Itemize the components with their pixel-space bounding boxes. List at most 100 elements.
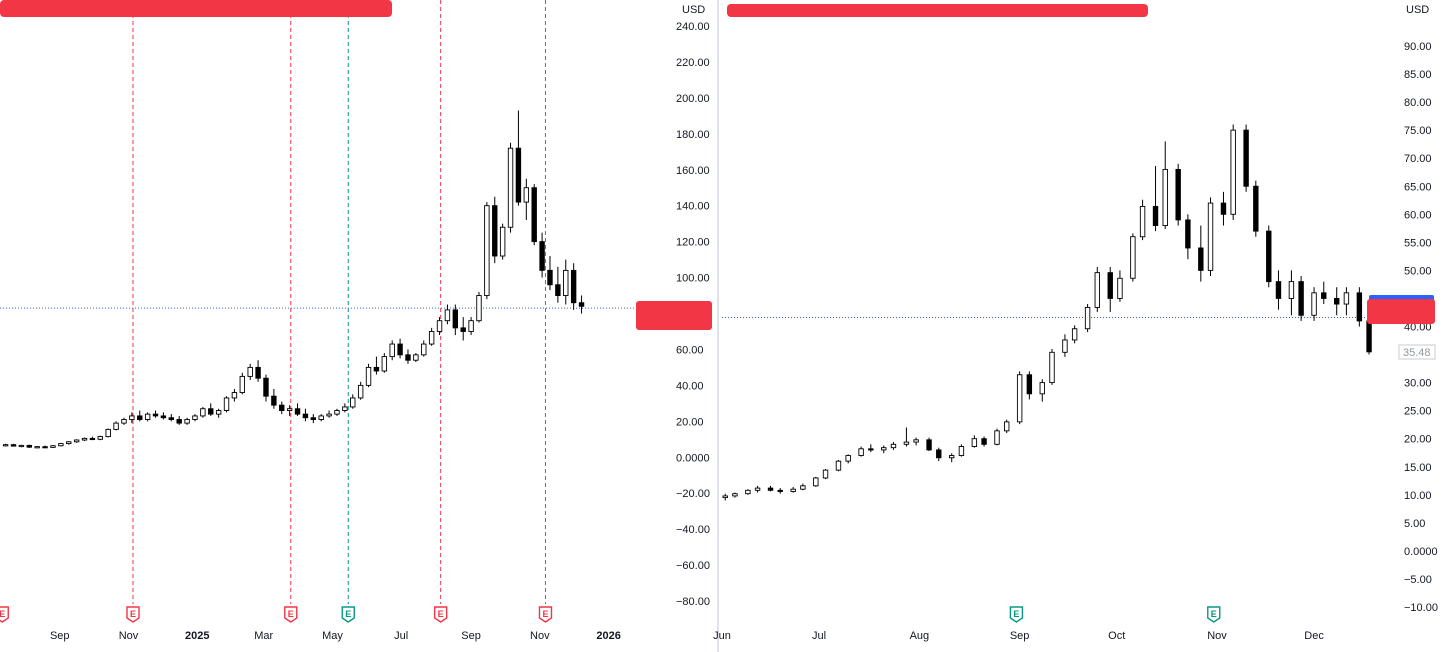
candle: [813, 476, 819, 487]
candle-body-up: [81, 437, 88, 441]
earnings-badge-shape: [433, 606, 448, 623]
candle-body-up: [971, 438, 978, 448]
right-time-axis[interactable]: Jun Jul Aug Sep Oct Nov Dec: [713, 630, 1324, 642]
candle-body-up: [381, 356, 388, 372]
candle: [476, 291, 482, 323]
candle: [745, 489, 751, 495]
right-last-price-text: 35.48: [1403, 347, 1431, 359]
y-tick-label: 180.00: [676, 129, 710, 141]
earnings-badge-icon[interactable]: E: [126, 606, 140, 623]
candle-body-up: [958, 446, 965, 456]
candle: [767, 485, 774, 492]
candle-body-down: [373, 366, 380, 372]
candle-body-down: [1107, 272, 1113, 299]
candle: [66, 441, 72, 445]
candle-body-down: [1356, 292, 1363, 322]
earnings-badge-icon[interactable]: E: [538, 606, 553, 623]
earnings-badge-icon[interactable]: E: [284, 606, 298, 623]
candle: [1230, 124, 1236, 220]
candle-body-up: [1207, 202, 1214, 271]
candle: [1117, 270, 1123, 302]
candle: [1107, 267, 1113, 312]
y-tick-label: 10.00: [1404, 490, 1432, 502]
candle: [994, 428, 1000, 446]
left-price-axis[interactable]: 240.00 220.00 200.00 180.00 160.00 140.00 120.…: [676, 21, 710, 608]
y-tick-label: 15.00: [1404, 462, 1432, 474]
candle: [160, 412, 167, 420]
left-time-axis[interactable]: Sep Nov 2025 Mar May Jul Sep Nov 2026: [50, 630, 621, 642]
candle-body-up: [436, 320, 443, 332]
x-tick-label: Oct: [1108, 630, 1125, 642]
candle: [790, 486, 796, 493]
candle-body-up: [2, 444, 9, 447]
candle: [113, 421, 119, 431]
candle-body-down: [1198, 247, 1204, 271]
x-tick-label: Nov: [1207, 630, 1227, 642]
y-tick-label: 200.00: [676, 93, 710, 105]
candle: [26, 444, 33, 448]
candle-body-up: [1049, 351, 1055, 384]
candle: [1321, 281, 1327, 305]
candle: [89, 436, 96, 441]
candle-body-up: [1130, 236, 1136, 279]
earnings-badge-shape: [126, 606, 140, 623]
x-tick-label: Jul: [812, 630, 826, 642]
candle-body-down: [515, 147, 522, 203]
earnings-badge-label: E: [288, 609, 294, 619]
candle-body-up: [34, 446, 40, 449]
candle: [936, 447, 942, 462]
candle: [1343, 287, 1350, 316]
candle-body-up: [754, 487, 761, 491]
earnings-badge-icon[interactable]: E: [433, 606, 448, 623]
y-tick-label: 65.00: [1404, 181, 1432, 193]
candle: [777, 488, 783, 494]
candle-body-down: [1175, 168, 1181, 221]
y-tick-label: 50.00: [1404, 265, 1432, 277]
candle: [58, 442, 64, 447]
candle: [570, 263, 577, 310]
x-tick-label: Jul: [394, 630, 408, 642]
candle: [971, 435, 978, 448]
candle-body-up: [468, 320, 474, 332]
x-tick-label: 2025: [185, 630, 209, 642]
candle-body-down: [555, 284, 561, 296]
candle: [732, 492, 738, 498]
y-tick-label: 55.00: [1404, 237, 1432, 249]
earnings-badge-icon[interactable]: E: [1009, 606, 1024, 623]
earnings-badge-shape: [1207, 606, 1221, 623]
earnings-badge-shape: [538, 606, 553, 623]
candle-body-up: [428, 331, 435, 345]
right-chart-panel[interactable]: 90.00 85.00 80.00 75.00 70.00 65.00 60.00 55.00…: [713, 4, 1438, 642]
candle: [903, 427, 910, 447]
candle-body-up: [903, 441, 910, 445]
candle-body-up: [745, 489, 751, 495]
right-price-axis[interactable]: 90.00 85.00 80.00 75.00 70.00 65.00 60.00 55.00…: [1404, 41, 1438, 614]
y-tick-label: 85.00: [1404, 69, 1432, 81]
candle-body-up: [813, 477, 819, 487]
candle: [129, 412, 135, 424]
candle: [845, 454, 851, 464]
candle-body-up: [800, 485, 806, 490]
candle: [121, 417, 127, 425]
y-tick-label: 100.00: [676, 273, 710, 285]
candle: [800, 483, 806, 491]
earnings-badge-icon[interactable]: E: [341, 606, 355, 623]
candle: [868, 444, 874, 453]
candle-body-up: [858, 448, 864, 456]
candle: [452, 304, 459, 336]
candle: [42, 445, 48, 449]
candle-body-down: [547, 269, 553, 286]
candle: [1275, 270, 1282, 310]
candle-body-down: [137, 415, 143, 420]
candle: [263, 374, 269, 402]
candle-body-down: [255, 366, 261, 379]
earnings-badge-icon[interactable]: E: [1207, 606, 1221, 623]
left-chart-panel[interactable]: 240.00 220.00 200.00 180.00 160.00 140.00 120.…: [0, 0, 712, 642]
right-last-price-label: 35.48: [1398, 344, 1436, 360]
candle: [310, 414, 317, 424]
earnings-badge-icon[interactable]: E: [0, 606, 9, 623]
candle: [105, 428, 111, 438]
candle-body-up: [200, 408, 206, 417]
